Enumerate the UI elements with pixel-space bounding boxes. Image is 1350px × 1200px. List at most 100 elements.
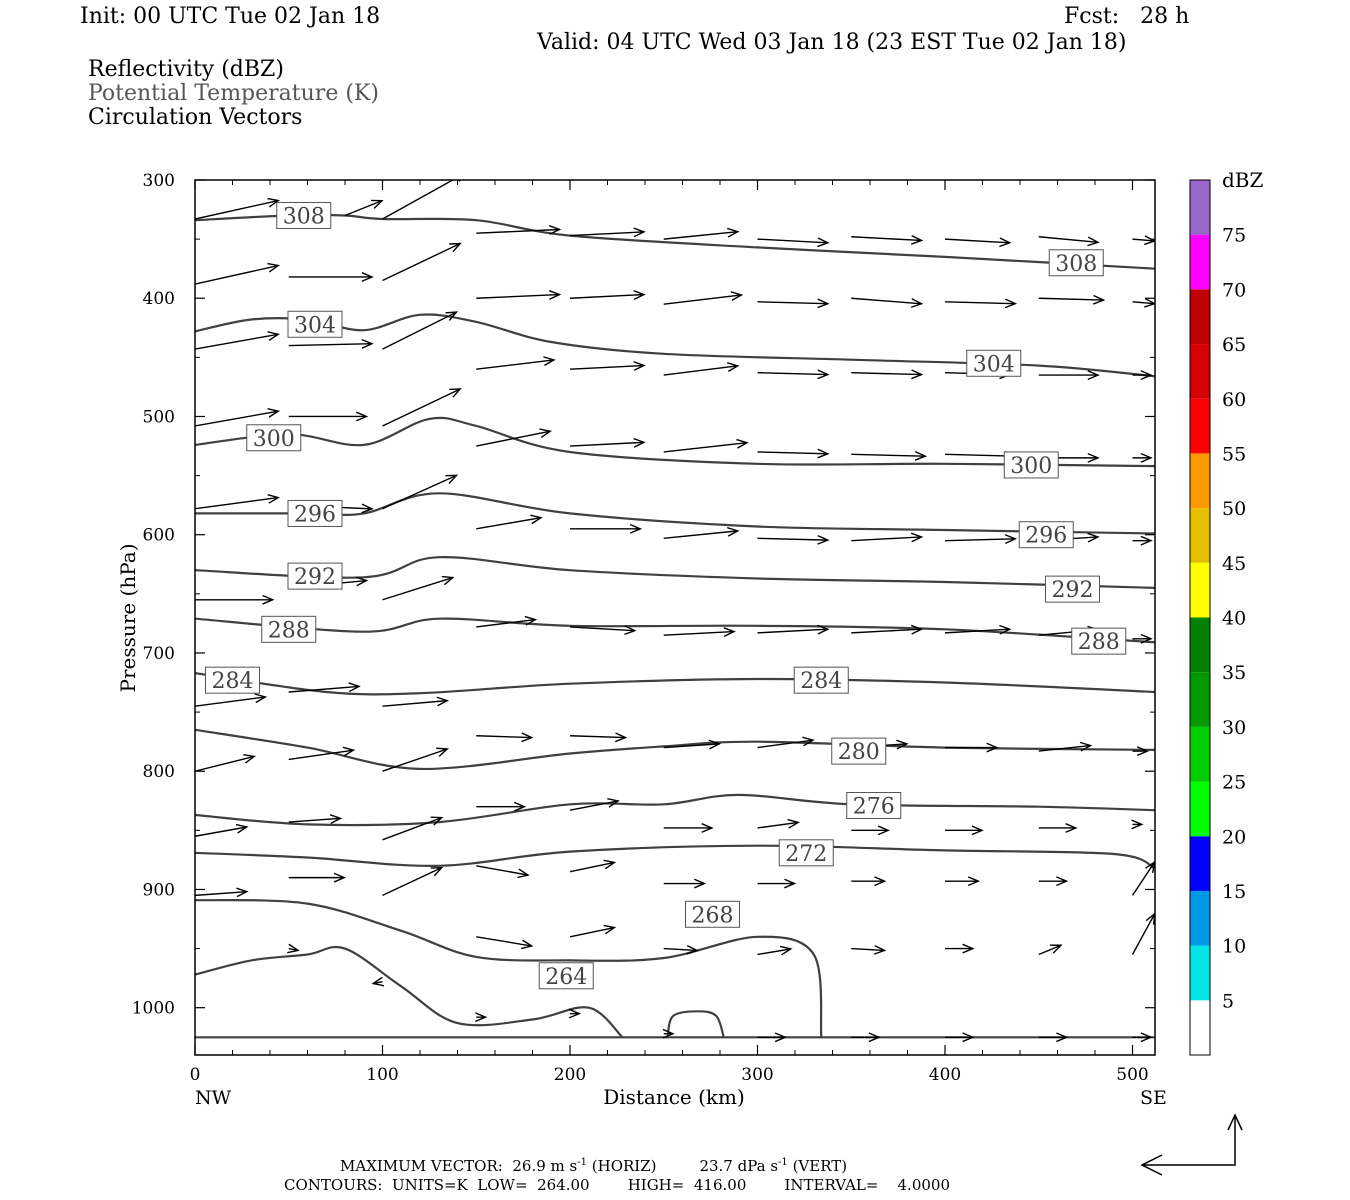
x-axis-title: Distance (km) <box>603 1085 745 1109</box>
circulation-vector <box>195 823 249 837</box>
circulation-vector <box>569 732 628 743</box>
colorbar-label: 20 <box>1222 826 1246 848</box>
field-circulation-vectors: Circulation Vectors <box>88 105 303 130</box>
circulation-vector <box>569 361 646 371</box>
circulation-vector <box>757 624 830 635</box>
circulation-vector <box>382 311 459 350</box>
circulation-vector <box>1038 236 1100 247</box>
circulation-vector <box>1132 452 1153 463</box>
circulation-vector <box>288 814 343 824</box>
circulation-vector <box>569 798 620 811</box>
contour-label-300: 300 <box>246 424 302 452</box>
circulation-vector <box>1132 1032 1153 1043</box>
isentrope-264 <box>195 945 624 1039</box>
colorbar-bin <box>1190 836 1210 891</box>
x-tick-label: 200 <box>554 1065 586 1085</box>
svg-text:264: 264 <box>545 965 587 990</box>
x-tick-label: 500 <box>1116 1065 1148 1085</box>
y-tick-label: 600 <box>143 526 175 546</box>
circulation-vector <box>569 227 646 238</box>
circulation-vector <box>757 237 830 248</box>
circulation-vector <box>569 437 646 448</box>
colorbar-label: 40 <box>1222 608 1246 630</box>
svg-text:300: 300 <box>1010 454 1052 479</box>
circulation-vector <box>663 823 714 833</box>
circulation-vector <box>1132 633 1153 644</box>
circulation-vector <box>195 693 268 707</box>
svg-text:288: 288 <box>268 618 310 643</box>
colorbar-bin <box>1190 234 1210 290</box>
circulation-vector <box>1132 370 1153 381</box>
circulation-vector <box>195 594 275 605</box>
circulation-vector <box>195 408 281 427</box>
circulation-vector <box>475 1012 488 1023</box>
circulation-vector <box>945 1032 975 1043</box>
colorbar-label: 75 <box>1222 225 1246 247</box>
circulation-vector <box>663 627 736 637</box>
colorbar-title: dBZ <box>1222 168 1264 192</box>
contour-label-292: 292 <box>287 562 343 590</box>
y-tick-label: 700 <box>143 644 175 664</box>
circulation-vector <box>569 290 646 300</box>
circulation-vector <box>195 331 281 350</box>
circulation-vector <box>1038 823 1078 833</box>
circulation-vector <box>757 945 793 956</box>
colorbar-label: 45 <box>1222 553 1246 575</box>
circulation-vector <box>1038 294 1106 305</box>
circulation-vector <box>570 523 643 534</box>
max-vector-label: MAXIMUM VECTOR: <box>340 1157 503 1175</box>
circulation-vector <box>663 362 740 376</box>
circulation-vector <box>476 225 562 235</box>
contour-label-292: 292 <box>1045 575 1100 603</box>
circulation-vector <box>757 736 815 749</box>
colorbar-bin <box>1190 562 1210 618</box>
colorbar-label: 50 <box>1222 498 1246 520</box>
colorbar-bin <box>1190 890 1210 946</box>
svg-text:296: 296 <box>1025 524 1067 549</box>
vert-unit-exponent: -1 <box>778 1157 788 1168</box>
y-tick-label: 300 <box>143 171 175 191</box>
circulation-vector <box>757 878 797 889</box>
vert-max-value: 23.7 dPa s <box>699 1157 779 1175</box>
circulation-vector <box>195 494 281 510</box>
colorbar-bin <box>1190 398 1210 454</box>
contour-label-288: 288 <box>261 615 317 643</box>
horiz-tag: (HORIZ) <box>591 1157 657 1175</box>
circulation-vector <box>382 747 449 772</box>
colorbar-bin <box>1190 289 1210 345</box>
colorbar-bin <box>1190 726 1210 782</box>
circulation-vector <box>757 298 830 309</box>
colorbar-bin <box>1190 453 1210 509</box>
circulation-vector <box>371 976 385 987</box>
svg-text:268: 268 <box>692 903 734 928</box>
circulation-vector <box>1038 1032 1069 1043</box>
svg-text:280: 280 <box>838 740 880 765</box>
circulation-vector <box>382 474 459 510</box>
circulation-vector <box>288 338 374 349</box>
circulation-vector <box>476 801 527 812</box>
circulation-vector <box>944 624 1012 635</box>
circulation-vector <box>757 1032 788 1043</box>
circulation-vector <box>476 865 530 879</box>
circulation-vector <box>757 448 830 459</box>
contour-label-308: 308 <box>276 201 332 229</box>
circulation-vector <box>195 754 256 772</box>
colorbar-bin <box>1190 180 1210 235</box>
x-tick-label: 0 <box>190 1065 201 1085</box>
y-tick-label: 500 <box>143 407 175 427</box>
contour-label-284: 284 <box>793 666 849 694</box>
colorbar-label: 35 <box>1222 662 1246 684</box>
circulation-vector <box>945 876 981 887</box>
svg-text:292: 292 <box>1052 578 1094 603</box>
circulation-vector <box>851 825 891 836</box>
horiz-unit-exponent: -1 <box>577 1157 587 1168</box>
circulation-vector <box>944 534 1018 544</box>
circulation-vector <box>1132 235 1155 246</box>
colorbar-label: 55 <box>1222 443 1246 465</box>
circulation-vector <box>288 411 369 422</box>
colorbar-label: 10 <box>1222 936 1246 958</box>
contour-label-296: 296 <box>287 499 343 527</box>
isentrope-264 <box>666 1010 725 1038</box>
circulation-vector <box>288 682 361 693</box>
